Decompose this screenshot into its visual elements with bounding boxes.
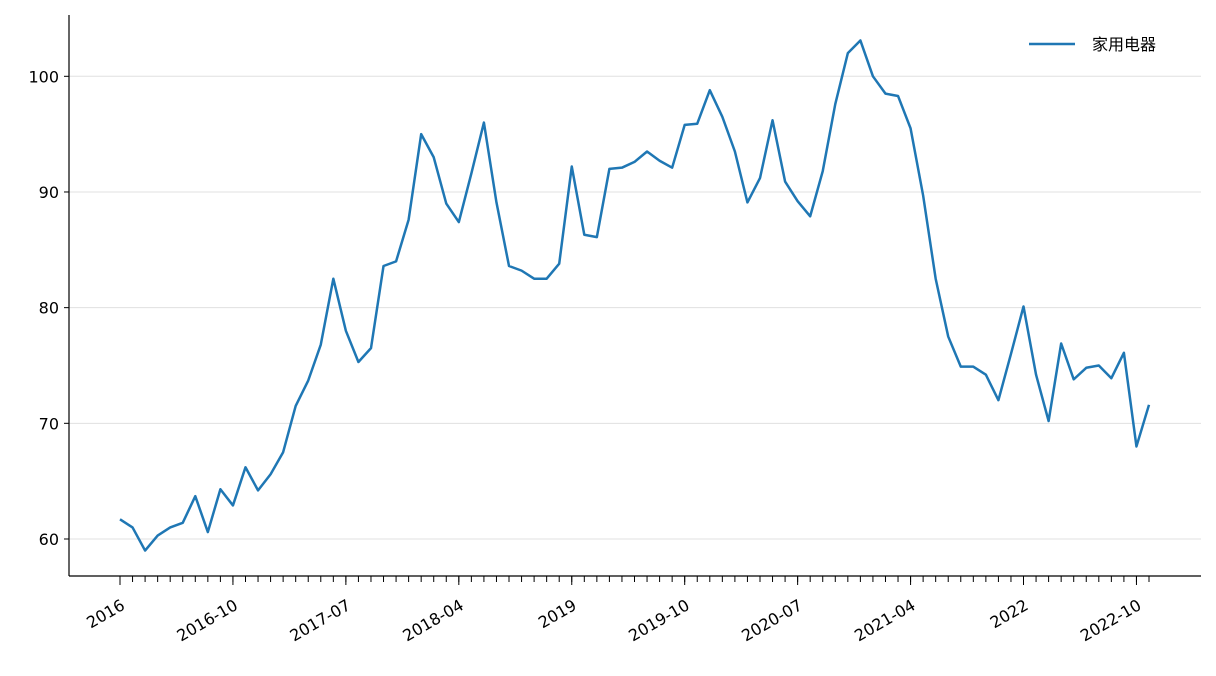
- legend-label: 家用电器: [1092, 35, 1156, 54]
- x-tick-label: 2019-10: [625, 595, 692, 645]
- x-tick-label: 2021-04: [851, 595, 918, 645]
- x-tick-label: 2016: [83, 595, 128, 632]
- x-tick-label: 2019: [535, 595, 580, 632]
- x-tick-label: 2022-10: [1077, 595, 1144, 645]
- y-tick-label: 70: [39, 414, 59, 433]
- y-tick-label: 100: [28, 67, 59, 86]
- y-tick-label: 60: [39, 530, 59, 549]
- line-series: [119, 39, 1151, 552]
- x-tick-label: 2016-10: [174, 595, 241, 645]
- x-tick-label: 2018-04: [399, 595, 466, 645]
- y-tick-label: 80: [39, 299, 59, 318]
- x-tick-label: 2017-07: [286, 595, 353, 645]
- y-tick-label: 90: [39, 183, 59, 202]
- x-tick-label: 2020-07: [738, 595, 805, 645]
- x-tick-label: 2022: [987, 595, 1032, 632]
